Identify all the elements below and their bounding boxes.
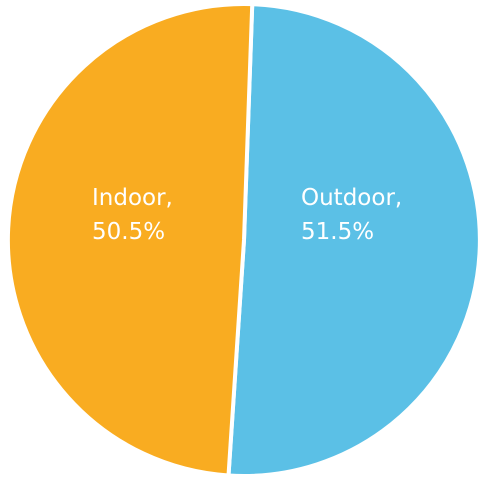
pie-slice-indoor (5, 2, 255, 478)
pie-label-value: 51.5% (301, 219, 374, 245)
pie-label-category: Outdoor, (301, 185, 402, 211)
pie-labels: Outdoor, 51.5% Indoor, 50.5% (92, 185, 402, 245)
pie-label-indoor: Indoor, 50.5% (92, 185, 173, 245)
pie-label-outdoor: Outdoor, 51.5% (301, 185, 402, 245)
pie-slices (5, 2, 482, 478)
pie-slice-outdoor (226, 2, 482, 478)
pie-label-category: Indoor, (92, 185, 173, 211)
pie-label-value: 50.5% (92, 219, 165, 245)
